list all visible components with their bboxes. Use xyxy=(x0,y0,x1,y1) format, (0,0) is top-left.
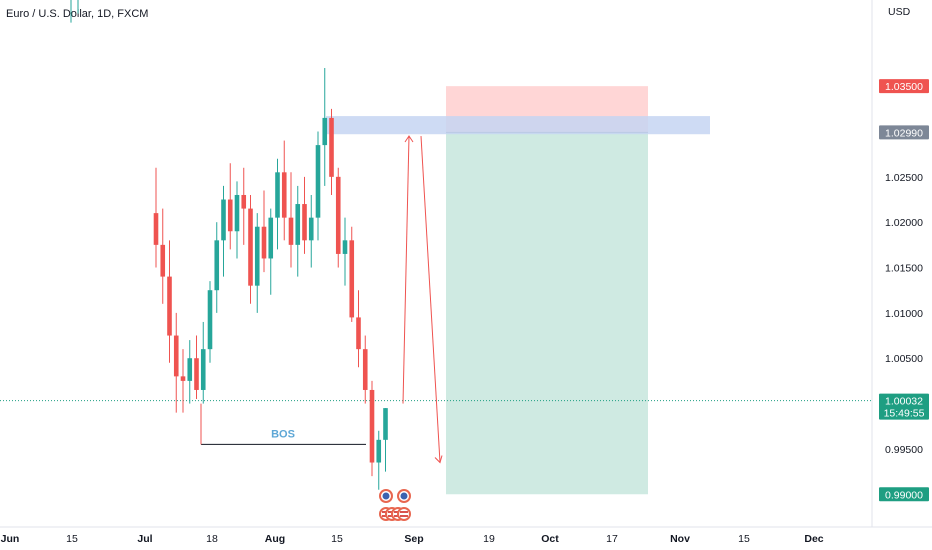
candle-body xyxy=(187,358,193,381)
price-axis[interactable]: USD 1.03500 1.02990 1.02500 1.02000 1.01500 1.… xyxy=(879,6,929,502)
candle-body xyxy=(281,172,287,218)
price-tag-label: 0.99000 xyxy=(885,489,923,501)
candle-body xyxy=(254,226,260,286)
candle-body xyxy=(383,408,388,440)
candle-body xyxy=(275,172,280,218)
bos-label: BOS xyxy=(271,428,295,440)
time-tick: Jul xyxy=(137,533,152,545)
time-tick: Jun xyxy=(1,533,20,545)
currency-label: USD xyxy=(888,6,911,18)
candle-body xyxy=(369,389,375,463)
time-tick: Aug xyxy=(265,533,285,545)
event-flag xyxy=(382,492,390,500)
candle-body xyxy=(173,335,179,377)
candle-body xyxy=(315,145,321,218)
price-tick: 1.02500 xyxy=(885,172,923,184)
arrow-head xyxy=(404,135,414,143)
event-inner xyxy=(399,509,409,519)
time-axis[interactable]: Jun 15 Jul 18 Aug 15 Sep 19 Oct 17 Nov 15 Dec xyxy=(1,533,824,545)
candle-body xyxy=(308,217,314,241)
price-tick: 1.01000 xyxy=(885,308,923,320)
candle-body xyxy=(376,439,382,463)
price-tick: 0.99500 xyxy=(885,444,923,456)
price-tag xyxy=(879,487,929,502)
candle-body xyxy=(167,276,172,336)
candle-body xyxy=(153,213,159,245)
candle-body xyxy=(342,240,348,254)
candle-body xyxy=(160,244,166,277)
time-tick: 19 xyxy=(483,533,495,545)
time-tick: Oct xyxy=(541,533,559,545)
candle-body xyxy=(180,376,186,381)
drawings-layer: BOS xyxy=(200,135,443,464)
price-tick: 1.01500 xyxy=(885,263,923,275)
time-tick: 17 xyxy=(606,533,618,545)
trade-zones xyxy=(0,86,872,495)
flag-stripe xyxy=(400,511,408,513)
eu-event-icon[interactable] xyxy=(397,489,411,503)
candle-body xyxy=(302,204,307,241)
time-tick: 15 xyxy=(66,533,78,545)
price-tick: 1.02000 xyxy=(885,217,923,229)
candle-body xyxy=(221,199,226,241)
supply-zone xyxy=(326,116,710,135)
event-flag xyxy=(400,492,408,500)
candle-body xyxy=(322,117,328,146)
candle-body xyxy=(329,117,334,177)
candle-body xyxy=(194,358,199,390)
price-tag xyxy=(879,79,929,94)
chart-title: Euro / U.S. Dollar, 1D, FXCM xyxy=(6,8,149,20)
time-tick: 15 xyxy=(331,533,343,545)
candle-body xyxy=(200,349,206,390)
candle-body xyxy=(356,317,361,350)
take-profit-zone xyxy=(446,132,648,495)
time-tick: 18 xyxy=(206,533,218,545)
candle-body xyxy=(234,194,240,232)
candle-body xyxy=(241,194,247,209)
time-tick: Nov xyxy=(670,533,690,545)
projection-arrow-down xyxy=(420,136,441,463)
price-tag-label: 1.02990 xyxy=(885,127,923,139)
price-tag-label: 1.03500 xyxy=(885,81,923,93)
time-tick: Sep xyxy=(404,533,423,545)
price-tag-label: 1.00032 xyxy=(885,396,923,408)
candle-body xyxy=(295,204,301,245)
price-tag xyxy=(879,125,929,140)
countdown-label: 15:49:55 xyxy=(884,408,925,420)
projection-arrow-up xyxy=(402,136,410,404)
candles-layer xyxy=(70,0,388,490)
flag-stripe xyxy=(400,515,408,517)
candle-body xyxy=(214,240,220,291)
candle-body xyxy=(349,240,355,318)
candle-body xyxy=(362,349,368,390)
arrow-head xyxy=(434,455,443,464)
candle-body xyxy=(207,290,213,350)
price-tag xyxy=(879,393,929,420)
candle-body xyxy=(335,176,341,254)
candle-body xyxy=(268,217,274,259)
price-tick: 1.00500 xyxy=(885,353,923,365)
eu-event-icon[interactable] xyxy=(379,489,393,503)
candle-body xyxy=(227,199,233,232)
time-tick: 15 xyxy=(738,533,750,545)
us-event-icon[interactable] xyxy=(397,507,411,521)
candle-body xyxy=(288,217,294,245)
economic-events[interactable] xyxy=(379,489,411,521)
candle-body xyxy=(248,208,253,286)
candle-body xyxy=(261,226,267,259)
time-tick: Dec xyxy=(804,533,823,545)
